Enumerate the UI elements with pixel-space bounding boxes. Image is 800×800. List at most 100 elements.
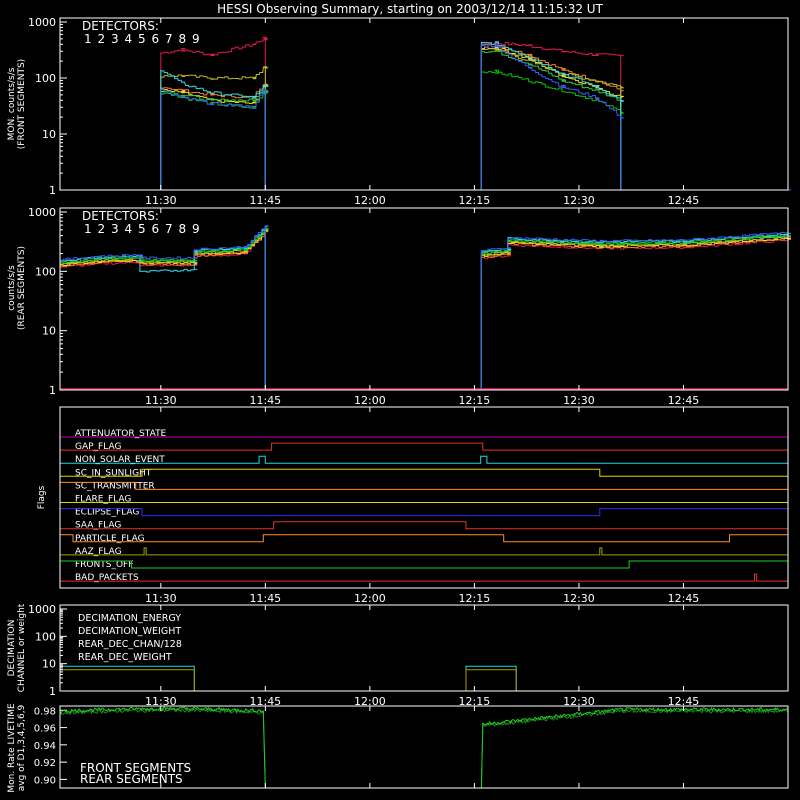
rear-ytick-label: 1 bbox=[49, 384, 56, 397]
x-tick-label: 12:30 bbox=[563, 592, 595, 605]
livetime-frame bbox=[59, 705, 789, 789]
x-tick-label: 12:15 bbox=[459, 194, 491, 207]
livetime-ylabel: avg of D1,3,4,5,6,9 bbox=[17, 704, 27, 791]
front-ytick-label: 100 bbox=[35, 72, 56, 85]
livetime-series-line bbox=[480, 708, 789, 789]
x-tick-label: 12:45 bbox=[668, 394, 700, 407]
x-tick-label: 12:45 bbox=[668, 695, 700, 708]
decimation-legend-entry: REAR_DEC_WEIGHT bbox=[78, 652, 172, 663]
x-tick-label: 11:45 bbox=[249, 592, 281, 605]
flag-label: SC_IN_SUNLIGHT bbox=[75, 468, 152, 478]
rear-ytick-label: 1000 bbox=[28, 206, 56, 219]
x-tick-label: 12:00 bbox=[354, 394, 386, 407]
rear-series-line bbox=[60, 228, 791, 391]
flag-line bbox=[60, 455, 788, 464]
flag-label: ECLIPSE_FLAG bbox=[75, 508, 139, 518]
rear-series-line bbox=[60, 230, 791, 391]
flag-label: BAD_PACKETS bbox=[75, 573, 139, 583]
x-tick-label: 11:30 bbox=[145, 695, 177, 708]
detector-number-7: 7 bbox=[165, 222, 173, 236]
detector-number-9: 9 bbox=[192, 32, 200, 46]
flag-line bbox=[60, 560, 788, 569]
flag-line bbox=[60, 573, 788, 582]
front-series-line bbox=[60, 41, 791, 191]
detector-number-7: 7 bbox=[165, 32, 173, 46]
flags-ylabel: Flags bbox=[37, 485, 47, 509]
livetime-ytick-label: 0.90 bbox=[34, 775, 56, 786]
detector-number-2: 2 bbox=[98, 32, 106, 46]
front-series-line bbox=[60, 50, 791, 191]
x-tick-label: 12:30 bbox=[563, 695, 595, 708]
detector-number-1: 1 bbox=[84, 32, 92, 46]
rear-ytick-label: 100 bbox=[35, 265, 56, 278]
rear-ytick-label: 10 bbox=[42, 325, 56, 338]
x-tick-label: 12:15 bbox=[459, 394, 491, 407]
livetime-legend-entry: REAR SEGMENTS bbox=[80, 772, 183, 786]
livetime-series-line bbox=[480, 706, 789, 789]
flag-label: ATTENUATOR_STATE bbox=[75, 429, 167, 439]
front-segments-panel: 1000 100 10 1 MON. counts/s/s (FRONT SEGMENTS… bbox=[7, 16, 791, 207]
rear-series-line bbox=[60, 227, 791, 391]
decimation-ylabel: DECIMATION bbox=[7, 620, 17, 677]
front-ytick-label: 10 bbox=[42, 128, 56, 141]
livetime-ytick-label: 0.98 bbox=[34, 706, 56, 717]
detector-number-3: 3 bbox=[111, 32, 119, 46]
decimation-panel: DECIMATION_ENERGY DECIMATION_WEIGHT REAR_D… bbox=[7, 603, 789, 708]
flag-line bbox=[60, 521, 788, 530]
front-series-line bbox=[60, 37, 791, 191]
decimation-ytick-label: 1 bbox=[49, 685, 56, 698]
x-tick-label: 12:15 bbox=[459, 695, 491, 708]
rear-series-line bbox=[60, 225, 791, 391]
front-ylabel: MON. counts/s/s bbox=[7, 67, 17, 140]
livetime-legend-entry: FRONT SEGMENTS bbox=[80, 761, 191, 775]
detector-number-6: 6 bbox=[152, 222, 160, 236]
flag-label: GAP_FLAG bbox=[75, 442, 121, 452]
flag-label: SAA_FLAG bbox=[75, 521, 121, 531]
decimation-ytick-label: 10 bbox=[42, 658, 56, 671]
front-ylabel: (FRONT SEGMENTS) bbox=[17, 59, 27, 149]
rear-ylabel: (REAR SEGMENTS) bbox=[17, 246, 27, 330]
flag-label: AAZ_FLAG bbox=[75, 547, 122, 557]
x-tick-label: 12:45 bbox=[668, 194, 700, 207]
rear-series-line bbox=[60, 229, 791, 391]
flags-frame bbox=[59, 406, 789, 589]
flag-line bbox=[60, 481, 788, 490]
flag-label: FLARE_FLAG bbox=[75, 495, 131, 505]
decimation-ytick-label: 1000 bbox=[28, 603, 56, 616]
x-tick-label: 12:00 bbox=[354, 194, 386, 207]
livetime-series-line bbox=[59, 706, 266, 789]
flag-line bbox=[60, 468, 788, 477]
livetime-ytick-label: 0.92 bbox=[34, 758, 56, 769]
flag-line bbox=[60, 547, 788, 556]
detector-number-8: 8 bbox=[179, 32, 187, 46]
flag-label: PARTICLE_FLAG bbox=[75, 534, 145, 544]
detector-number-1: 1 bbox=[84, 222, 92, 236]
x-tick-label: 11:45 bbox=[249, 194, 281, 207]
x-tick-label: 12:15 bbox=[459, 592, 491, 605]
x-tick-label: 12:00 bbox=[354, 592, 386, 605]
rear-segments-panel: 1000 100 10 1 counts/s/s (REAR SEGMENTS) DETEC… bbox=[7, 206, 791, 407]
livetime-ytick-label: 0.94 bbox=[34, 741, 56, 752]
flag-line bbox=[60, 534, 788, 543]
flags-panel: ATTENUATOR_STATE GAP_FLAG NON_SOLAR_EVENT S… bbox=[37, 406, 789, 605]
front-series-line bbox=[60, 48, 791, 191]
detector-number-4: 4 bbox=[125, 222, 133, 236]
front-series-line bbox=[60, 44, 791, 191]
detector-number-4: 4 bbox=[125, 32, 133, 46]
flag-label: SC_TRANSMITTER bbox=[75, 481, 155, 491]
front-series-line bbox=[60, 46, 791, 191]
detector-number-6: 6 bbox=[152, 32, 160, 46]
front-detectors-label: DETECTORS: bbox=[82, 19, 159, 33]
rear-frame bbox=[59, 207, 789, 391]
decimation-line bbox=[60, 669, 788, 692]
livetime-ylabel: Mon. Rate LIVETIME bbox=[7, 703, 17, 793]
detector-number-8: 8 bbox=[179, 222, 187, 236]
x-tick-label: 11:30 bbox=[145, 394, 177, 407]
decimation-legend-entry: DECIMATION_WEIGHT bbox=[78, 626, 181, 637]
decimation-ytick-label: 100 bbox=[35, 630, 56, 643]
flag-line bbox=[60, 508, 788, 517]
rear-ylabel: counts/s/s bbox=[7, 265, 17, 311]
detector-number-5: 5 bbox=[138, 222, 146, 236]
